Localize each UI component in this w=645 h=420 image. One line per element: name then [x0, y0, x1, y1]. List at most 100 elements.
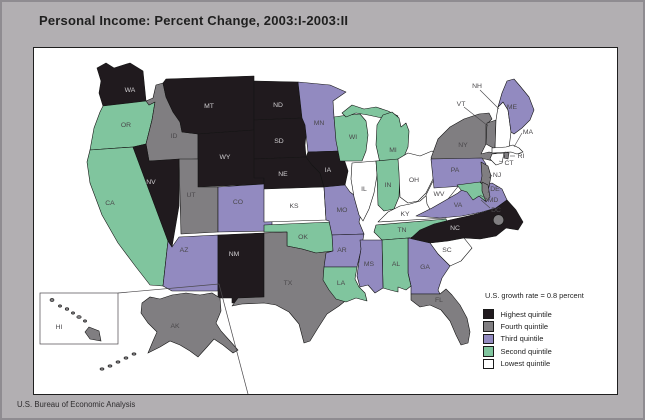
state-label-IA: IA [325, 167, 332, 174]
state-label-TX: TX [284, 280, 293, 287]
legend-swatch-second [483, 346, 494, 357]
state-label-LA: LA [337, 280, 346, 287]
state-label-MS: MS [364, 261, 375, 268]
state-label-MA: MA [523, 129, 534, 136]
state-label-AZ: AZ [180, 247, 189, 254]
state-ND [253, 80, 303, 121]
state-label-AR: AR [337, 247, 347, 254]
source-attribution: U.S. Bureau of Economic Analysis [17, 400, 136, 409]
inset-borders [39, 283, 249, 395]
state-WA [96, 62, 147, 107]
state-NM [217, 232, 265, 304]
state-RI [503, 151, 510, 160]
state-label-CA: CA [105, 200, 115, 207]
state-label-NJ: NJ [493, 172, 501, 179]
state-label-PA: PA [451, 167, 460, 174]
state-label-IL: IL [361, 186, 367, 193]
state-label-OR: OR [121, 122, 131, 129]
state-label-OK: OK [298, 234, 308, 241]
state-AK [140, 292, 239, 358]
state-FL [410, 288, 471, 346]
state-label-VA: VA [454, 202, 463, 209]
state-label-NY: NY [458, 142, 468, 149]
legend-row-third: Third quintile [483, 333, 552, 345]
state-label-NM: NM [229, 251, 240, 258]
state-TX [231, 231, 353, 344]
state-label-CT: CT [504, 160, 513, 167]
state-labels: WA OR CA NV ID MT WY UT CO AZ NM ND SD N… [56, 83, 534, 331]
legend-swatch-lowest [483, 358, 494, 369]
state-OH [397, 150, 439, 204]
hawaii-island [71, 311, 75, 315]
inset-divider [117, 283, 220, 294]
state-LA [322, 266, 368, 303]
legend-row-fourth: Fourth quintile [483, 320, 552, 332]
state-label-WV: WV [434, 191, 445, 198]
state-label-ID: ID [171, 133, 178, 140]
us-map: WA OR CA NV ID MT WY UT CO AZ NM ND SD N… [39, 62, 535, 395]
legend-row-lowest: Lowest quintile [483, 358, 552, 370]
hawaii-island [49, 298, 55, 302]
state-label-DC: DC [491, 207, 501, 214]
state-label-TN: TN [397, 227, 406, 234]
hawaii-island [58, 304, 62, 308]
map-title: Personal Income: Percent Change, 2003:I-… [39, 13, 349, 28]
state-DE [481, 181, 491, 203]
state-label-NE: NE [278, 171, 288, 178]
legend-label-second: Second quintile [500, 346, 552, 356]
hawaii-big-island [84, 326, 102, 342]
state-label-MT: MT [204, 103, 214, 110]
state-label-NH: NH [472, 83, 482, 90]
state-AL [381, 237, 412, 293]
legend: Highest quintile Fourth quintile Third qui… [483, 308, 552, 370]
aleutian-island [107, 364, 113, 368]
state-label-KS: KS [289, 203, 299, 210]
state-label-SC: SC [442, 247, 452, 254]
state-label-AK: AK [170, 323, 180, 330]
state-ME [497, 78, 535, 135]
state-label-OH: OH [409, 177, 419, 184]
legend-swatch-fourth [483, 321, 494, 332]
state-label-IN: IN [385, 182, 392, 189]
legend-label-fourth: Fourth quintile [500, 322, 549, 332]
state-WI [333, 113, 369, 162]
state-NV [132, 143, 180, 248]
state-label-WI: WI [349, 134, 357, 141]
leader-lines [463, 89, 523, 209]
legend-row-second: Second quintile [483, 345, 552, 357]
state-MA [491, 144, 524, 155]
legend-label-highest: Highest quintile [500, 309, 552, 319]
state-VT [485, 119, 497, 150]
aleutian-island [123, 356, 129, 360]
hawaii-island [76, 315, 82, 319]
state-label-ME: ME [507, 104, 518, 111]
aleutian-island [99, 367, 105, 371]
hawaii-inset-box [39, 292, 119, 345]
legend-label-third: Third quintile [500, 334, 544, 344]
hawaii-island [64, 307, 70, 311]
state-label-MO: MO [337, 207, 348, 214]
state-label-RI: RI [518, 153, 525, 160]
state-DC-circle [492, 214, 505, 226]
state-label-WA: WA [125, 87, 136, 94]
state-label-KY: KY [400, 211, 410, 218]
state-label-UT: UT [186, 192, 195, 199]
state-label-DE: DE [490, 186, 500, 193]
state-label-CO: CO [233, 199, 243, 206]
state-label-NV: NV [146, 179, 156, 186]
legend-label-lowest: Lowest quintile [500, 359, 551, 369]
us-growth-rate-note: U.S. growth rate = 0.8 percent [485, 291, 584, 300]
state-MT [162, 75, 255, 135]
aleutian-island [131, 352, 137, 356]
state-label-MD: MD [488, 197, 499, 204]
state-label-AL: AL [392, 261, 401, 268]
state-label-VT: VT [457, 101, 466, 108]
aleutian-island [115, 360, 121, 364]
inset-divider [218, 283, 249, 395]
state-label-SD: SD [274, 138, 284, 145]
state-label-GA: GA [420, 264, 430, 271]
state-label-FL: FL [435, 297, 443, 304]
legend-row-highest: Highest quintile [483, 308, 552, 320]
state-label-HI: HI [56, 324, 63, 331]
hawaii-island [83, 319, 87, 323]
